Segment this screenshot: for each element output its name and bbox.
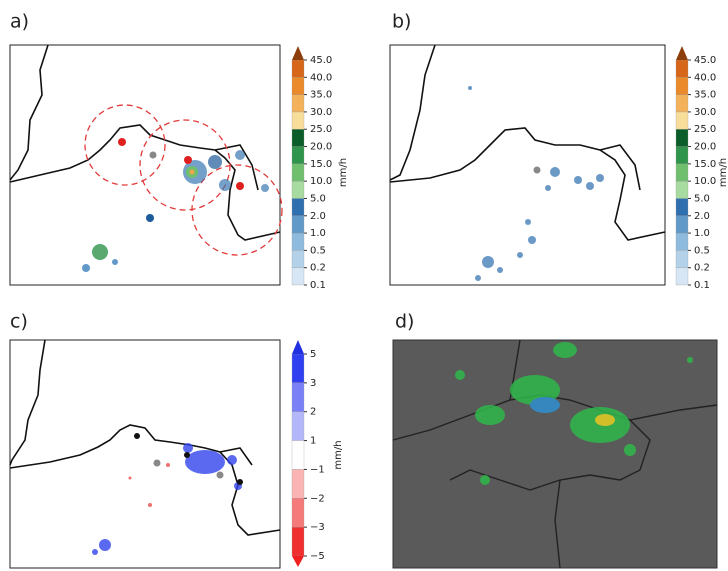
colorbar-arrow (676, 46, 688, 60)
colorbar-segment (292, 527, 304, 556)
colorbar-tick-label: 2.0 (694, 211, 710, 222)
colorbar-tick-label: 5 (310, 349, 316, 360)
colorbar-tick-label: 1.0 (310, 228, 326, 239)
colorbar-segment (292, 112, 304, 129)
panel-label: a) (10, 11, 29, 33)
colorbar-tick-label: 25.0 (310, 124, 332, 135)
colorbar-tick-label: 5.0 (694, 193, 710, 204)
colorbar-segment (676, 250, 688, 267)
colorbar-tick-label: 25.0 (694, 124, 716, 135)
colorbar-tick-label: 10.0 (310, 176, 332, 187)
colorbar-segment (292, 198, 304, 215)
colorbar-segment (292, 469, 304, 498)
colorbar-tick-label: 0.1 (694, 280, 710, 291)
colorbar-tick-label: 0.2 (694, 263, 710, 274)
colorbar-segment (676, 77, 688, 94)
colorbar-segment (292, 250, 304, 267)
colorbar-unit: mm/h (338, 158, 349, 187)
map-a (10, 45, 282, 285)
colorbar-segment (292, 268, 304, 285)
colorbar-tick-label: −5 (310, 551, 325, 562)
colorbar-tick-label: 20.0 (694, 142, 716, 153)
colorbar-segment (292, 77, 304, 94)
colorbar-tick-label: 0.1 (310, 280, 326, 291)
colorbar-tick-label: 5.0 (310, 193, 326, 204)
colorbar-tick-label: −2 (310, 493, 325, 504)
colorbar-tick-label: 30.0 (310, 107, 332, 118)
colorbar-segment (676, 181, 688, 198)
colorbar-tick-label: 45.0 (310, 55, 332, 66)
colorbar-segment (292, 216, 304, 233)
colorbar-segment (676, 164, 688, 181)
colorbar-tick-label: 1.0 (694, 228, 710, 239)
colorbar-tick-label: 35.0 (310, 90, 332, 101)
colorbar-tick-label: −3 (310, 522, 325, 533)
colorbar-segment (676, 95, 688, 112)
colorbar-tick-label: 1 (310, 436, 316, 447)
colorbar-arrow (292, 46, 304, 60)
map-c (10, 340, 280, 568)
colorbar-arrow (292, 556, 304, 567)
colorbar-segment (676, 60, 688, 77)
colorbar-segment (676, 198, 688, 215)
colorbar-segment (676, 233, 688, 250)
colorbar-tick-label: 40.0 (310, 72, 332, 83)
colorbar-segment (676, 216, 688, 233)
colorbar-tick-label: 10.0 (694, 176, 716, 187)
map-b (390, 45, 665, 285)
colorbar-segment (676, 129, 688, 146)
panel-label: b) (392, 11, 411, 33)
radar-image (393, 340, 717, 568)
colorbar-segment (676, 112, 688, 129)
colorbar-segment (292, 498, 304, 527)
colorbar-tick-label: 20.0 (310, 142, 332, 153)
colorbar-unit: mm/h (333, 440, 344, 469)
colorbar-tick-label: 3 (310, 378, 316, 389)
colorbar-tick-label: −1 (310, 464, 325, 475)
colorbar-segment (676, 268, 688, 285)
colorbar-unit: mm/h (718, 158, 728, 187)
colorbar-tick-label: 0.5 (310, 245, 326, 256)
colorbar-tick-label: 0.5 (694, 245, 710, 256)
colorbar-segment (292, 164, 304, 181)
colorbar-arrow (292, 340, 304, 354)
colorbar-tick-label: 30.0 (694, 107, 716, 118)
colorbar-tick-label: 15.0 (310, 159, 332, 170)
colorbar-segment (676, 147, 688, 164)
colorbar-segment (292, 441, 304, 470)
colorbar-segment (292, 383, 304, 412)
panel-label: d) (395, 311, 414, 333)
colorbar-segment (292, 412, 304, 441)
figure: a) b) c) d) (0, 0, 728, 571)
colorbar-tick-label: 35.0 (694, 90, 716, 101)
colorbar-tick-label: 45.0 (694, 55, 716, 66)
colorbar-segment (292, 129, 304, 146)
colorbar-tick-label: 40.0 (694, 72, 716, 83)
colorbar-tick-label: 0.2 (310, 263, 326, 274)
colorbar-segment (292, 354, 304, 383)
panel-label: c) (10, 311, 28, 333)
colorbar-tick-label: 2 (310, 407, 316, 418)
colorbar-segment (292, 147, 304, 164)
colorbar-tick-label: 2.0 (310, 211, 326, 222)
colorbar-segment (292, 181, 304, 198)
colorbar-segment (292, 233, 304, 250)
colorbar-segment (292, 60, 304, 77)
colorbar-segment (292, 95, 304, 112)
colorbar-tick-label: 15.0 (694, 159, 716, 170)
